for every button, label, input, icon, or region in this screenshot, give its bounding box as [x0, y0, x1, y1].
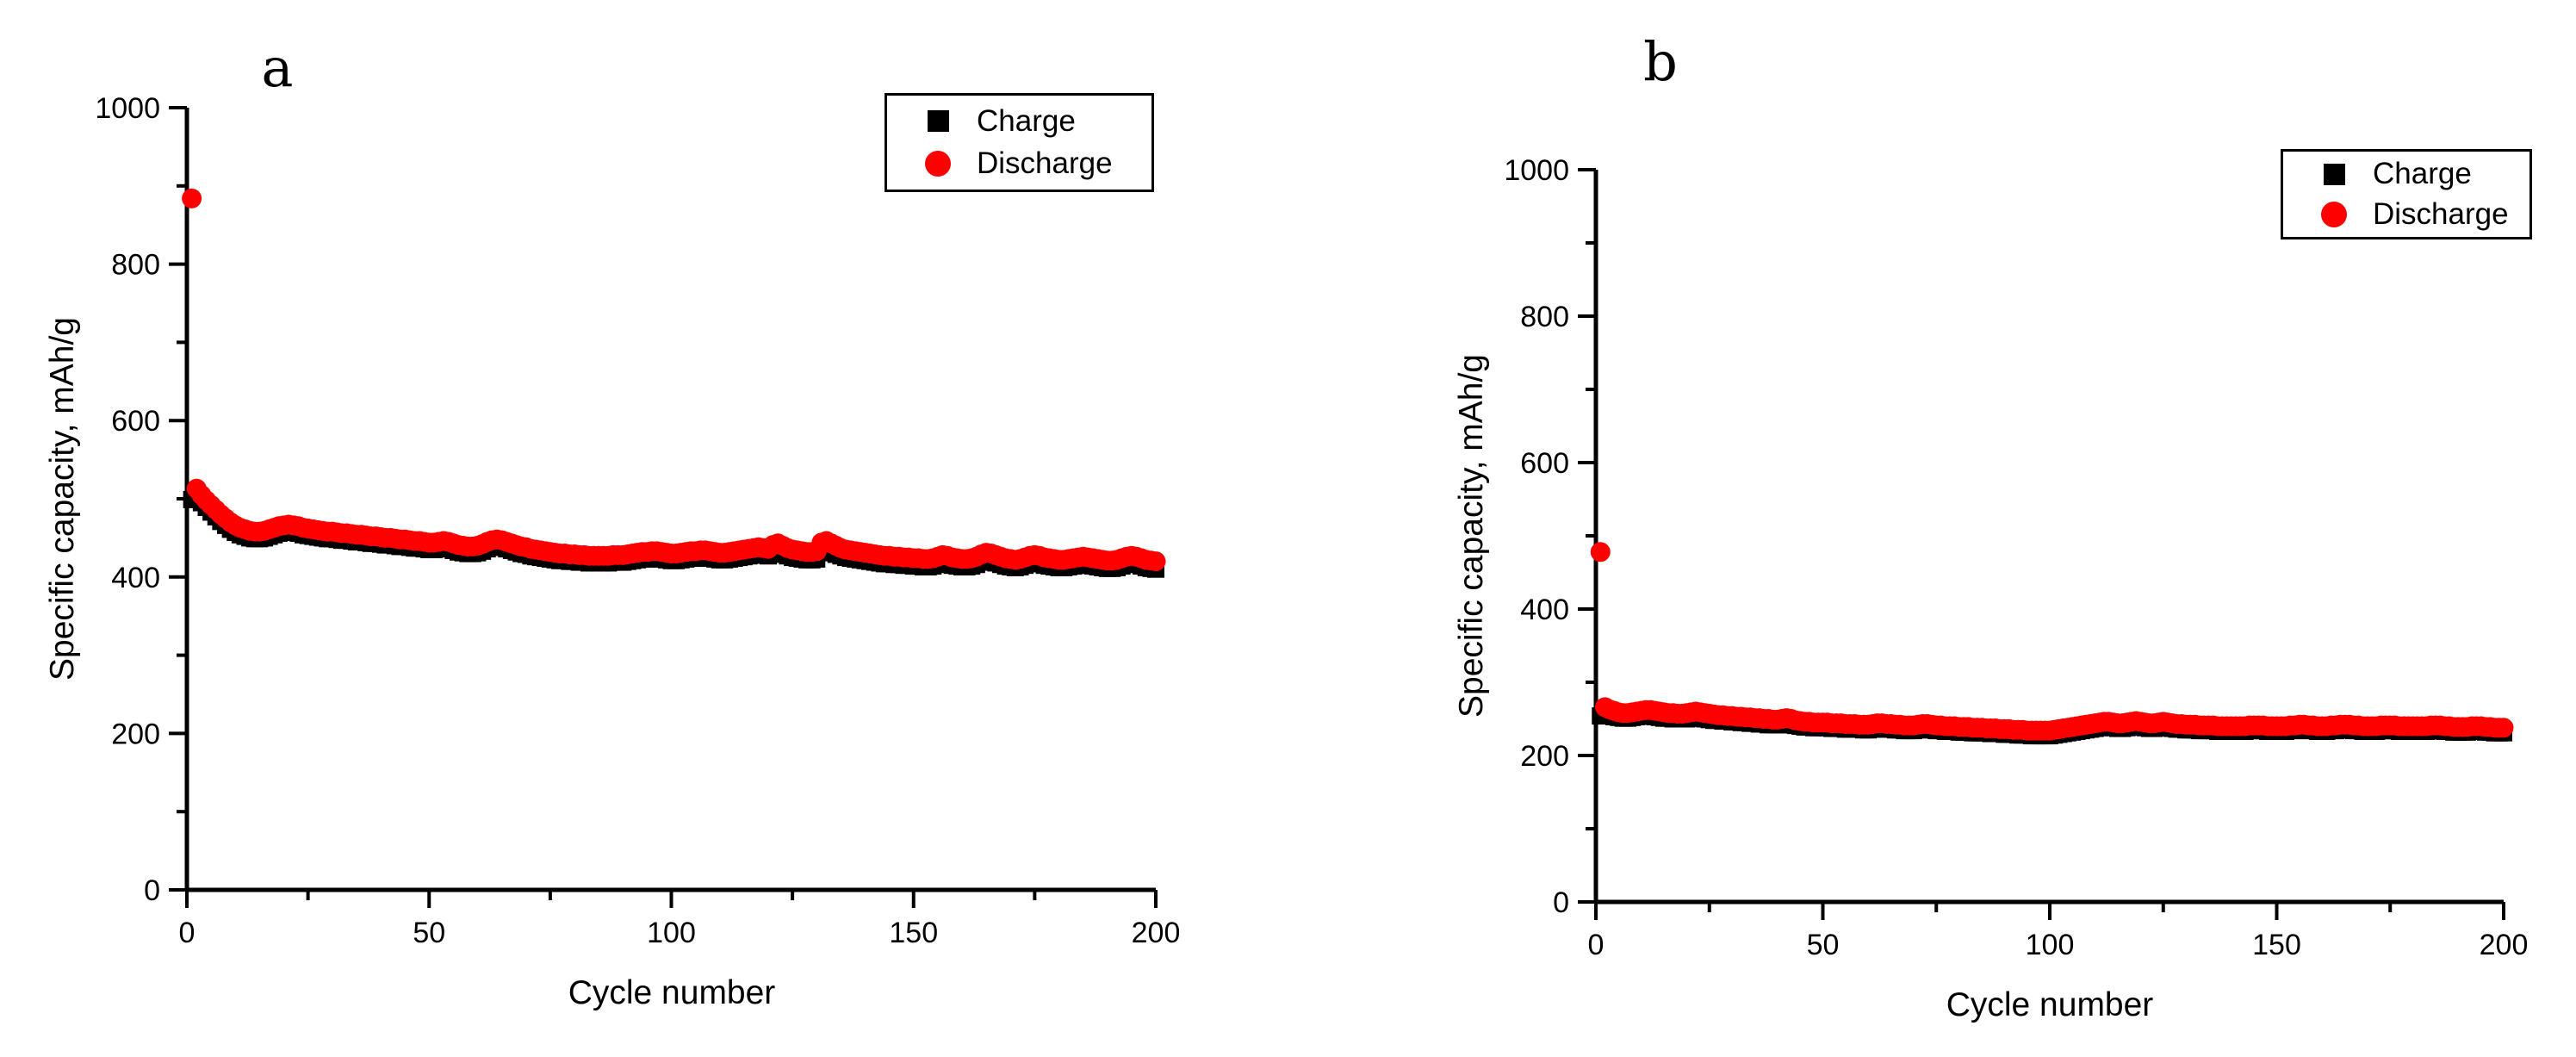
- tick-labels: 0 50 100 150 200 0 200 400 600 800 1000: [1504, 154, 2528, 961]
- panel-b-letter: b: [1643, 30, 1678, 93]
- x-tick-label: 50: [413, 917, 445, 949]
- series-discharge: [182, 188, 1166, 572]
- x-tick-label: 100: [647, 917, 696, 949]
- panel-b-y-axis-title: Specific capacity, mAh/g: [1453, 354, 1490, 718]
- legend-label-charge: Charge: [2373, 157, 2472, 191]
- discharge-point: [1145, 551, 1166, 572]
- panel-a-x-axis-title: Cycle number: [568, 974, 776, 1011]
- x-tick-label: 0: [1588, 929, 1605, 961]
- panel-a-letter: a: [261, 36, 294, 99]
- discharge-circle-icon: [2319, 201, 2349, 227]
- x-tick-label: 200: [2480, 929, 2529, 961]
- discharge-point: [182, 188, 202, 208]
- legend-row-charge: Charge: [2283, 157, 2529, 191]
- legend-label-charge: Charge: [977, 103, 1076, 138]
- axes: [1593, 170, 2504, 905]
- y-tick-label: 1000: [1504, 154, 1569, 187]
- y-tick-label: 800: [111, 249, 160, 282]
- x-tick-label: 50: [1807, 929, 1840, 961]
- panel-a-legend: Charge Discharge: [885, 93, 1154, 192]
- panel-b-legend: Charge Discharge: [2281, 149, 2532, 239]
- panel-a-y-axis-title: Specific capacity, mAh/g: [44, 317, 81, 681]
- y-tick-label: 400: [111, 562, 160, 594]
- axes: [184, 108, 1156, 892]
- tick-marks: [1578, 168, 2505, 920]
- x-tick-label: 150: [889, 917, 938, 949]
- x-tick-label: 100: [2026, 929, 2075, 961]
- panel-a: 0 50 100 150 200 0 200 400 600 800 1000: [95, 92, 1180, 949]
- panel-b-x-axis-title: Cycle number: [1946, 986, 2154, 1023]
- legend-row-charge: Charge: [887, 104, 1151, 139]
- x-tick-label: 0: [179, 917, 196, 949]
- panel-b: 0 50 100 150 200 0 200 400 600 800 1000: [1504, 154, 2528, 961]
- discharge-point: [1590, 542, 1611, 563]
- legend-label-discharge: Discharge: [2373, 196, 2509, 231]
- y-tick-label: 400: [1520, 594, 1569, 626]
- charge-square-icon: [923, 110, 953, 133]
- x-tick-label: 150: [2252, 929, 2301, 961]
- y-tick-label: 200: [111, 718, 160, 750]
- series-discharge: [1590, 542, 2514, 741]
- y-tick-label: 800: [1520, 301, 1569, 333]
- legend-row-discharge: Discharge: [887, 146, 1151, 181]
- charge-square-icon: [2319, 163, 2349, 185]
- y-tick-label: 200: [1520, 740, 1569, 773]
- legend-label-discharge: Discharge: [977, 146, 1113, 181]
- tick-marks: [169, 106, 1158, 908]
- legend-row-discharge: Discharge: [2283, 197, 2529, 232]
- y-tick-label: 600: [111, 405, 160, 438]
- y-tick-label: 600: [1520, 447, 1569, 480]
- y-tick-label: 0: [1553, 886, 1569, 919]
- discharge-point: [2493, 718, 2514, 738]
- y-tick-label: 0: [144, 874, 160, 907]
- tick-labels: 0 50 100 150 200 0 200 400 600 800 1000: [95, 92, 1180, 949]
- discharge-circle-icon: [923, 151, 953, 177]
- x-tick-label: 200: [1132, 917, 1181, 949]
- y-tick-label: 1000: [95, 92, 160, 125]
